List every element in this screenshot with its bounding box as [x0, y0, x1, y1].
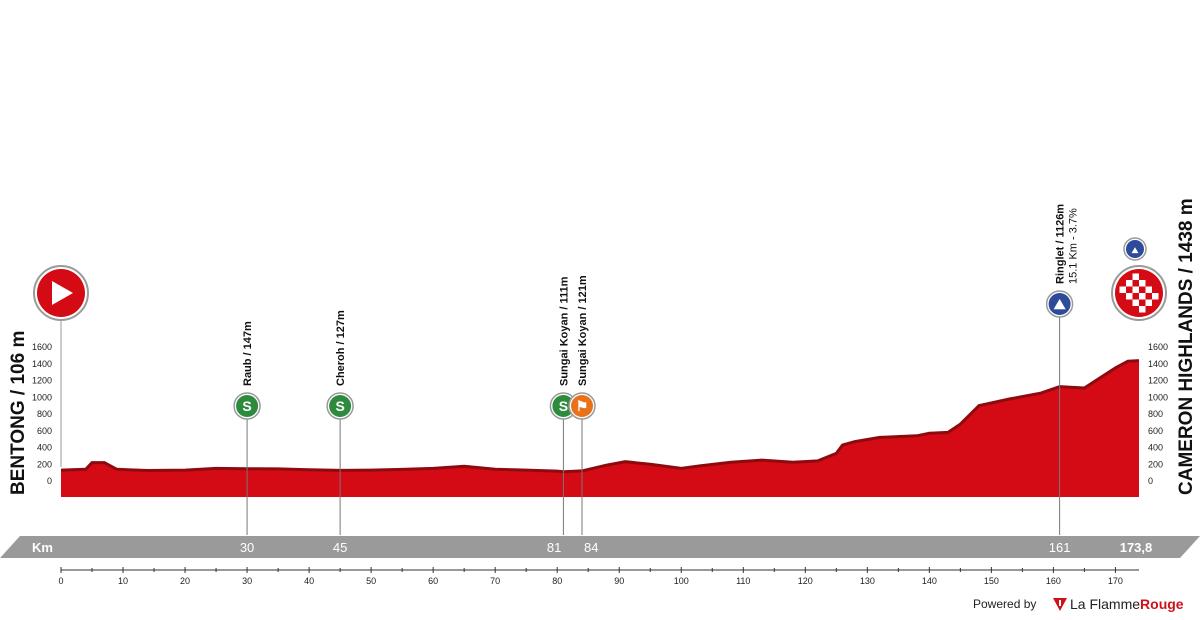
checker-square: [1132, 299, 1139, 306]
distance-tick-label: 50: [366, 576, 376, 586]
elevation-profile: [60, 359, 1140, 497]
elevation-tick-left: 400: [37, 443, 52, 453]
logo-text-la-flamme: La Flamme: [1070, 596, 1140, 612]
distance-tick-label: 160: [1046, 576, 1061, 586]
waypoint-km-label: 161: [1049, 540, 1071, 555]
distance-tick-label: 110: [736, 576, 750, 586]
elevation-tick-right: 400: [1148, 443, 1163, 453]
checker-square: [1139, 293, 1146, 300]
checker-square: [1152, 293, 1159, 300]
waypoint-km-label: 81: [547, 540, 561, 555]
elevation-tick-right: 1000: [1148, 392, 1168, 402]
sprint-icon: [552, 395, 575, 417]
checker-square: [1132, 273, 1139, 280]
elevation-tick-right: 1400: [1148, 359, 1168, 369]
svg-text:La FlammeRouge: La FlammeRouge: [1070, 596, 1184, 612]
distance-tick-label: 170: [1108, 576, 1123, 586]
distance-tick-label: 30: [242, 576, 252, 586]
waypoint-km-label: 30: [240, 540, 254, 555]
distance-tick-label: 100: [674, 576, 689, 586]
logo-text-rouge: Rouge: [1140, 596, 1184, 612]
elevation-tick-left: 600: [37, 426, 52, 436]
distance-tick-label: 70: [490, 576, 500, 586]
elevation-tick-right: 0: [1148, 476, 1153, 486]
elevation-tick-left: 800: [37, 409, 52, 419]
finish-marker: [1111, 265, 1167, 321]
waypoint-km-label: 45: [333, 540, 347, 555]
distance-tick-label: 150: [984, 576, 999, 586]
waypoints: S Raub / 147m S Cheroh / 127m S Sungai Koyan …: [233, 204, 1080, 535]
checker-square: [1139, 306, 1146, 313]
climb-category-icon-glyph: ⛰: [1053, 296, 1066, 312]
waypoint-km-label: 84: [584, 540, 598, 555]
waypoint-km-labels: 30 45 81 84 161: [240, 540, 1071, 555]
sprint-icon: [329, 395, 352, 417]
play-icon: [52, 281, 73, 305]
waypoint-sublabel: 15.1 Km - 3.7%: [1068, 208, 1080, 284]
total-distance-label: 173,8: [1120, 540, 1153, 555]
distance-axis: 0 10 20 30 40 50 60 70 80 90 100 110 120 130 140 150 160…: [58, 567, 1123, 586]
waypoint-label: Sungai Koyan / 111m: [558, 276, 570, 386]
elevation-tick-right: 800: [1148, 409, 1163, 419]
feed-zone-icon: [571, 395, 594, 417]
profile-area: [61, 360, 1139, 497]
powered-by-text: Powered by: [973, 597, 1036, 611]
distance-tick-label: 120: [798, 576, 813, 586]
mountain-finish-icon: ⛰: [1123, 237, 1147, 261]
checker-square: [1132, 286, 1139, 293]
waypoint-label: Ringlet / 1126m: [1055, 204, 1067, 284]
elevation-tick-left: 200: [37, 459, 52, 469]
checker-square: [1126, 293, 1133, 300]
start-marker: [33, 265, 89, 321]
elevation-tick-left: 1400: [32, 359, 52, 369]
elevation-axis-right: 200 400 600 800 1000 1200 1400 1600 0: [1148, 342, 1168, 486]
svg-text:⛰: ⛰: [1131, 246, 1139, 255]
waypoint-label: Sungai Koyan / 121m: [577, 275, 589, 386]
waypoint-label: Cheroh / 127m: [335, 310, 347, 386]
sprint-icon-glyph: S: [335, 398, 344, 414]
elevation-tick-right: 200: [1148, 459, 1163, 469]
distance-tick-label: 60: [428, 576, 438, 586]
sprint-icon: [236, 395, 259, 417]
finish-label: CAMERON HIGHLANDS / 1438 m: [1176, 198, 1197, 495]
elevation-tick-right: 600: [1148, 426, 1163, 436]
distance-tick-label: 140: [922, 576, 937, 586]
elevation-tick-left: 1000: [32, 392, 52, 402]
checker-square: [1119, 286, 1126, 293]
elevation-tick-left: 0: [47, 476, 52, 486]
sprint-icon-glyph: S: [559, 398, 568, 414]
checker-square: [1145, 299, 1152, 306]
distance-tick-label: 0: [58, 576, 63, 586]
elevation-tick-left: 1200: [32, 376, 52, 386]
elevation-tick-right: 1600: [1148, 342, 1168, 352]
elevation-tick-right: 1200: [1148, 376, 1168, 386]
distance-tick-label: 40: [304, 576, 314, 586]
feed-zone-icon-glyph: ⚑: [576, 398, 589, 414]
profile-ridge: [60, 359, 1140, 474]
distance-tick-label: 130: [860, 576, 875, 586]
checker-square: [1145, 286, 1152, 293]
km-unit-label: Km: [32, 540, 53, 555]
elevation-tick-left: 1600: [32, 342, 52, 352]
checker-square: [1139, 280, 1146, 287]
start-label: BENTONG / 106 m: [8, 331, 29, 495]
distance-band: [0, 536, 1200, 558]
la-flamme-rouge-logo: La FlammeRouge: [1053, 596, 1184, 612]
elevation-axis-left: 200 400 600 800 1000 1200 1400 1600 0: [32, 342, 52, 486]
checker-square: [1126, 280, 1133, 287]
distance-tick-label: 20: [180, 576, 190, 586]
distance-tick-label: 90: [614, 576, 624, 586]
waypoint-label: Raub / 147m: [242, 321, 254, 386]
sprint-icon-glyph: S: [242, 398, 251, 414]
climb-category-icon: [1048, 293, 1071, 315]
checkered-flag-icon: [1119, 273, 1159, 313]
distance-tick-label: 80: [552, 576, 562, 586]
distance-tick-label: 10: [118, 576, 128, 586]
